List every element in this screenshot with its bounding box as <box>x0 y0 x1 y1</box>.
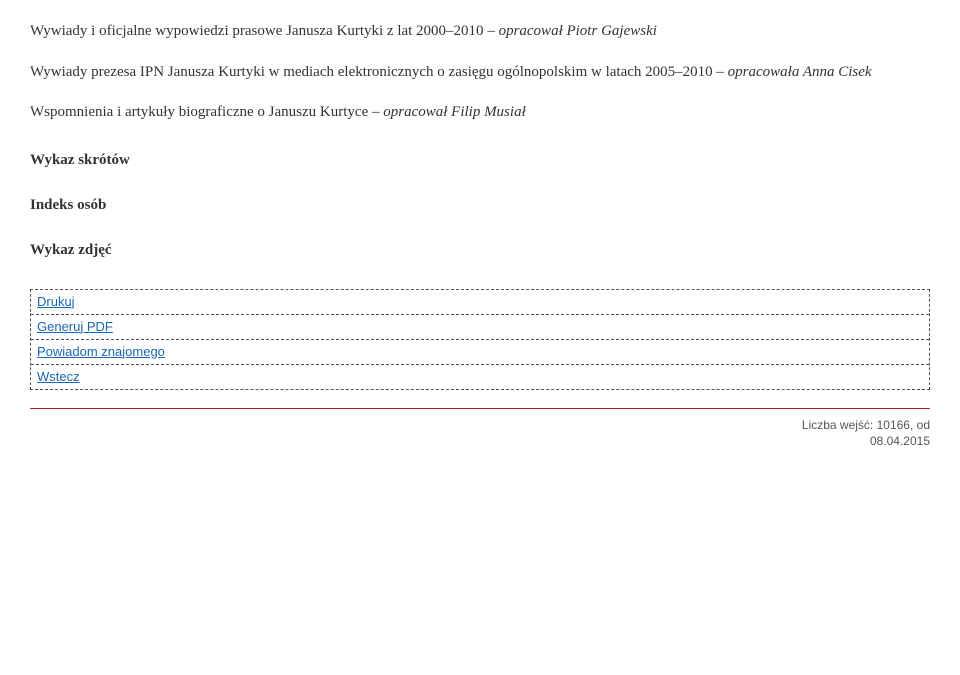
paragraph-prefix: Wywiady prezesa IPN Janusza Kurtyki w me… <box>30 64 713 80</box>
link-row: Generuj PDF <box>31 315 929 340</box>
section-photos-list: Wykaz zdjęć <box>30 242 930 259</box>
link-row: Drukuj <box>31 290 929 315</box>
notify-friend-link[interactable]: Powiadom znajomego <box>37 344 165 359</box>
paragraph-prefix: Wspomnienia i artykuły biograficzne o Ja… <box>30 104 368 120</box>
paragraph-suffix: – opracował Filip Musiał <box>368 104 526 120</box>
generate-pdf-link[interactable]: Generuj PDF <box>37 319 113 334</box>
footer-visits: Liczba wejść: 10166, od <box>802 418 930 432</box>
action-links-box: Drukuj Generuj PDF Powiadom znajomego Ws… <box>30 289 930 390</box>
footer-stats: Liczba wejść: 10166, od 08.04.2015 <box>30 417 930 451</box>
print-link[interactable]: Drukuj <box>37 294 75 309</box>
back-link[interactable]: Wstecz <box>37 369 80 384</box>
link-row: Wstecz <box>31 365 929 389</box>
section-persons-index: Indeks osób <box>30 197 930 214</box>
link-row: Powiadom znajomego <box>31 340 929 365</box>
paragraph-interviews-press: Wywiady i oficjalne wypowiedzi prasowe J… <box>30 20 930 43</box>
paragraph-memories: Wspomnienia i artykuły biograficzne o Ja… <box>30 101 930 124</box>
footer-divider <box>30 408 930 409</box>
footer-date: 08.04.2015 <box>870 434 930 448</box>
section-abbreviations: Wykaz skrótów <box>30 152 930 169</box>
paragraph-interviews-electronic: Wywiady prezesa IPN Janusza Kurtyki w me… <box>30 61 930 84</box>
paragraph-prefix: Wywiady i oficjalne wypowiedzi prasowe J… <box>30 23 484 39</box>
paragraph-suffix: – opracował Piotr Gajewski <box>484 23 657 39</box>
paragraph-suffix: – opracowała Anna Cisek <box>713 64 872 80</box>
